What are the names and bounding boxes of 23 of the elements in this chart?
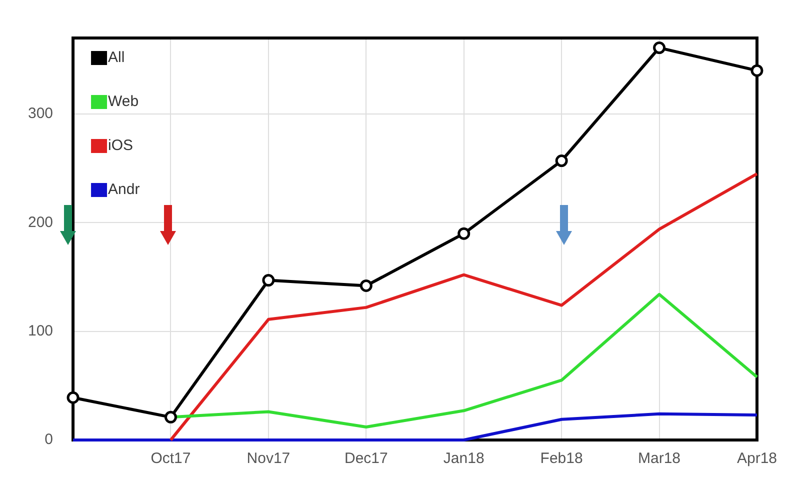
x-tick-label: Nov17 [246,450,290,468]
point [360,279,372,292]
x-tick-label: Apr18 [736,450,777,468]
point [66,391,80,404]
y-tick-label: 300 [28,105,54,122]
point [458,227,470,240]
point [555,154,568,168]
point [653,42,666,54]
y-tick-label: 0 [44,431,54,448]
x-tick-label: Feb18 [540,450,583,468]
y-tick-label: 100 [28,322,54,340]
point [750,64,764,77]
legend-label: iOS [108,137,134,154]
legend-label: All [108,49,125,66]
point [164,410,177,424]
x-tick-label: Mar18 [638,450,681,468]
legend-label: Web [108,93,139,110]
point [262,274,275,287]
legend-label: Andr [108,181,140,198]
y-tick-label: 200 [28,214,54,231]
x-tick-label: Dec17 [344,450,388,468]
x-tick-label: Jan18 [443,450,484,468]
x-tick-label: Oct17 [150,450,191,468]
